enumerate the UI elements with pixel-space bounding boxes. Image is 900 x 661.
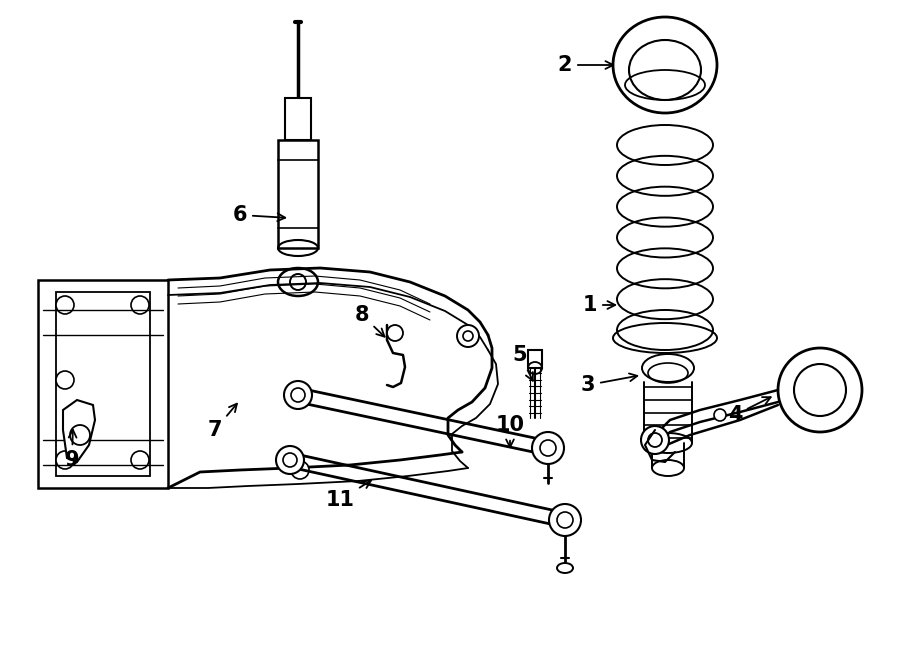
Polygon shape (278, 140, 318, 248)
Circle shape (540, 440, 556, 456)
Text: 3: 3 (580, 373, 637, 395)
Circle shape (56, 371, 74, 389)
Polygon shape (528, 350, 542, 368)
Text: 7: 7 (208, 404, 237, 440)
Text: 4: 4 (728, 397, 770, 425)
Polygon shape (63, 400, 95, 462)
Text: 9: 9 (65, 430, 79, 470)
Text: 10: 10 (496, 415, 525, 447)
Text: 6: 6 (233, 205, 285, 225)
Text: 1: 1 (583, 295, 616, 315)
Circle shape (70, 425, 90, 445)
Circle shape (557, 512, 573, 528)
Circle shape (794, 364, 846, 416)
Text: 5: 5 (513, 345, 533, 381)
Circle shape (291, 461, 309, 479)
Circle shape (532, 432, 564, 464)
Circle shape (549, 504, 581, 536)
Circle shape (648, 433, 662, 447)
Circle shape (284, 381, 312, 409)
Text: 8: 8 (355, 305, 384, 336)
Circle shape (56, 296, 74, 314)
Polygon shape (285, 98, 311, 140)
Text: 11: 11 (326, 481, 371, 510)
Circle shape (457, 325, 479, 347)
Circle shape (387, 325, 403, 341)
Circle shape (276, 446, 304, 474)
Circle shape (56, 451, 74, 469)
Circle shape (131, 296, 149, 314)
Polygon shape (56, 292, 150, 476)
Circle shape (463, 331, 473, 341)
Text: 2: 2 (558, 55, 613, 75)
Circle shape (283, 453, 297, 467)
Circle shape (291, 388, 305, 402)
Circle shape (641, 426, 669, 454)
Circle shape (778, 348, 862, 432)
Polygon shape (38, 280, 168, 488)
Circle shape (131, 451, 149, 469)
Circle shape (714, 409, 726, 421)
Circle shape (290, 274, 306, 290)
